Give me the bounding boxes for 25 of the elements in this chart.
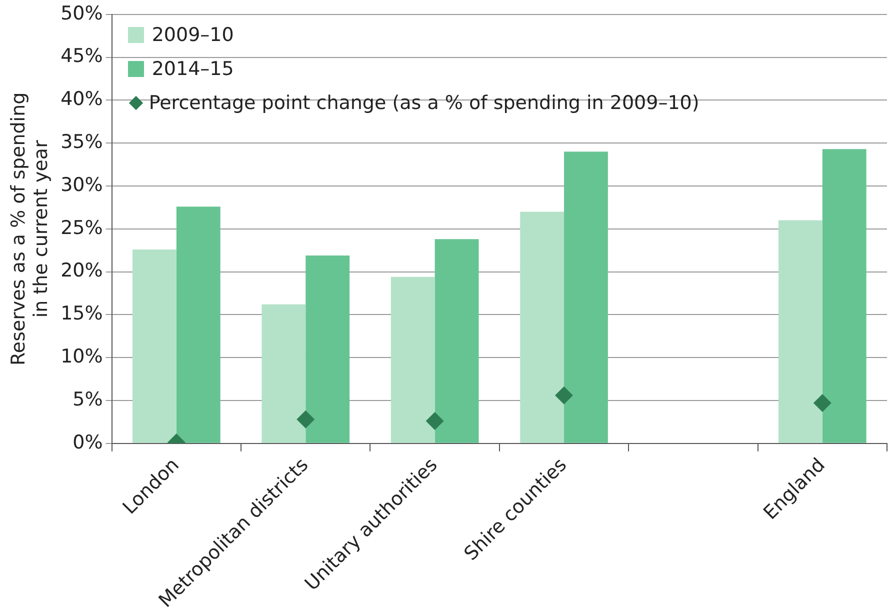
legend-label: 2009–10 (152, 24, 234, 46)
bar (564, 152, 608, 443)
bar (132, 249, 176, 443)
bar (520, 212, 564, 443)
y-axis-title: Reserves as a % of spending in the current year (7, 92, 52, 366)
bar (778, 220, 822, 443)
bar (390, 276, 435, 443)
legend-label: 2014–15 (152, 58, 234, 80)
y-tick-label: 0% (72, 431, 103, 454)
y-tick-label: 30% (60, 174, 103, 196)
y-tick-label: 45% (60, 45, 103, 68)
bar (176, 206, 220, 443)
bar (822, 149, 866, 443)
legend-label: Percentage point change (as a % of spending in 2009–10) (148, 92, 700, 114)
y-tick-label: 5% (72, 388, 103, 410)
y-tick-label: 50% (60, 2, 103, 24)
bar (306, 255, 350, 443)
bar (262, 304, 306, 443)
y-tick-label: 20% (60, 260, 103, 282)
y-tick-label: 35% (60, 131, 103, 154)
y-tick-label: 25% (60, 216, 103, 239)
bar (434, 239, 479, 443)
y-tick-label: 10% (60, 346, 103, 368)
y-tick-label: 40% (60, 88, 103, 110)
y-tick-label: 15% (60, 302, 103, 325)
